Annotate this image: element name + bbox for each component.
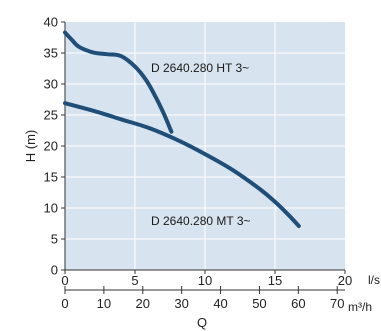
- labels-group: 0 5 10 15 20 25 30 35 40 0 5 10 15 20 0 10 20 30 40 50 60 70: [44, 15, 353, 312]
- y-tick-label: 25: [44, 108, 58, 123]
- series-line-mt: [63, 101, 301, 228]
- x-axis-title: Q: [197, 315, 207, 330]
- y-tick-label: 10: [44, 201, 58, 216]
- x2-tick-label: 20: [136, 296, 150, 311]
- y-tick-label: 15: [44, 170, 58, 185]
- x2-tick-label: 40: [213, 296, 227, 311]
- x2-tick-label: 30: [174, 296, 188, 311]
- y-tick-label: 20: [44, 139, 58, 154]
- y-tick-label: 0: [51, 263, 58, 278]
- y-axis-title: H (m): [23, 130, 38, 163]
- y-tick-label: 35: [44, 46, 58, 61]
- grid: [65, 22, 345, 270]
- y-tick-label: 40: [44, 15, 58, 30]
- x2-tick-label: 70: [330, 296, 344, 311]
- axes: [61, 21, 346, 294]
- series-label-mt: D 2640.280 MT 3~: [151, 214, 251, 228]
- x-tick-label: 10: [198, 273, 212, 288]
- x-tick-label: 20: [338, 273, 352, 288]
- y-tick-label: 5: [51, 232, 58, 247]
- x-tick-label: 0: [61, 273, 68, 288]
- x2-tick-label: 0: [61, 296, 68, 311]
- x-unit-secondary: m³/h: [348, 300, 372, 314]
- x-unit-primary: l/s: [368, 273, 380, 287]
- x2-tick-label: 10: [97, 296, 111, 311]
- x2-tick-label: 50: [252, 296, 266, 311]
- x-tick-label: 5: [131, 273, 138, 288]
- series-label-ht: D 2640.280 HT 3~: [151, 61, 249, 75]
- x-tick-label: 15: [268, 273, 282, 288]
- series-group: [63, 30, 301, 228]
- y-tick-label: 30: [44, 77, 58, 92]
- series-line-ht: [63, 30, 174, 134]
- x2-tick-label: 60: [291, 296, 305, 311]
